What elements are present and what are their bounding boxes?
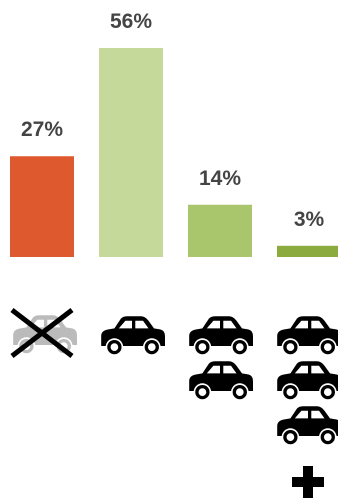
bar xyxy=(10,156,74,257)
car-icon xyxy=(277,361,338,401)
car-icon xyxy=(101,316,165,356)
value-label: 14% xyxy=(199,167,241,190)
car-icon xyxy=(189,361,253,401)
car-icon xyxy=(277,406,338,446)
value-label: 56% xyxy=(110,10,152,33)
car-icon xyxy=(189,316,253,356)
icons xyxy=(10,308,338,498)
car-icon xyxy=(277,316,338,356)
value-label: 3% xyxy=(294,208,325,231)
bar xyxy=(277,245,338,257)
cross xyxy=(10,308,74,358)
bar xyxy=(99,48,163,257)
value-label: 27% xyxy=(21,118,63,141)
bar xyxy=(188,204,252,257)
plus-icon xyxy=(292,466,324,498)
